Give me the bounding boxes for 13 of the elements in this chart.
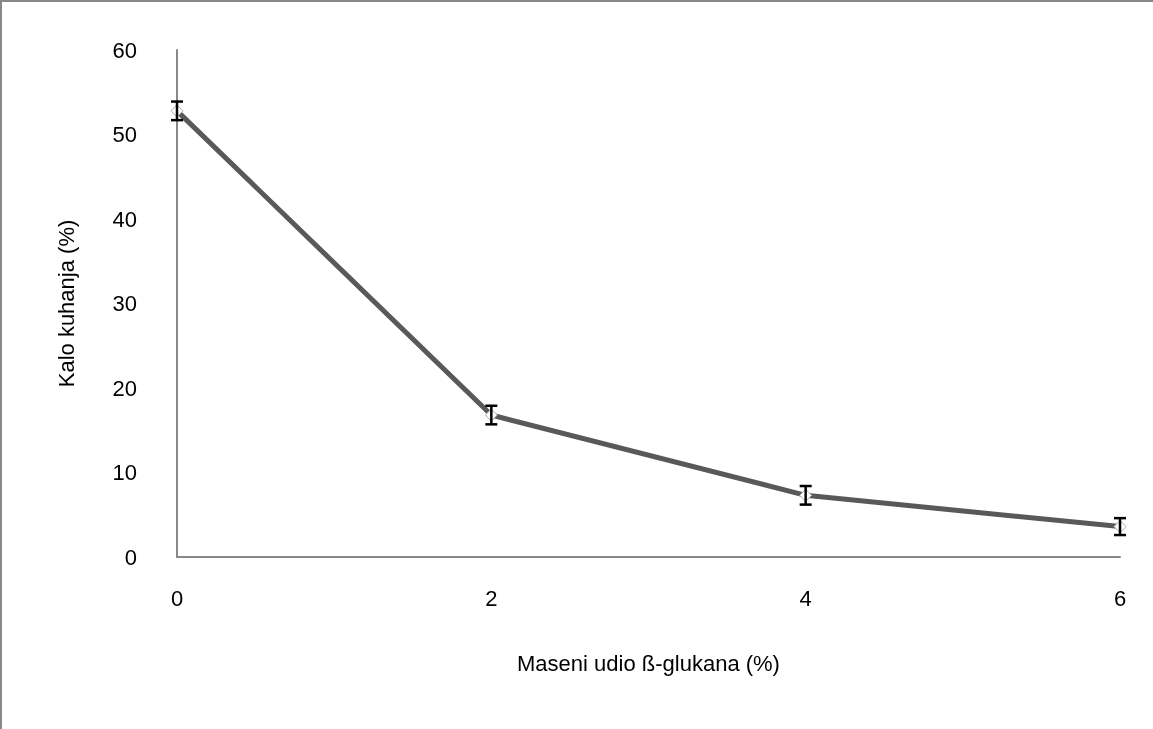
y-tick-label: 10 <box>112 460 137 485</box>
y-axis-title: Kalo kuhanja (%) <box>53 219 79 388</box>
x-tick-label: 4 <box>799 585 812 611</box>
y-tick-label: 0 <box>124 544 137 570</box>
y-tick-label: 50 <box>112 122 137 147</box>
y-tick-label: 30 <box>112 291 137 316</box>
x-tick-label: 6 <box>1113 585 1127 611</box>
y-tick-label: 60 <box>112 37 137 63</box>
y-tick-label: 40 <box>112 206 137 232</box>
x-axis-title: Maseni udio ß-glukana (%) <box>517 650 780 676</box>
y-tick-label: 20 <box>112 375 137 401</box>
x-tick-label: 0 <box>170 585 184 611</box>
x-tick-label: 2 <box>485 585 498 611</box>
